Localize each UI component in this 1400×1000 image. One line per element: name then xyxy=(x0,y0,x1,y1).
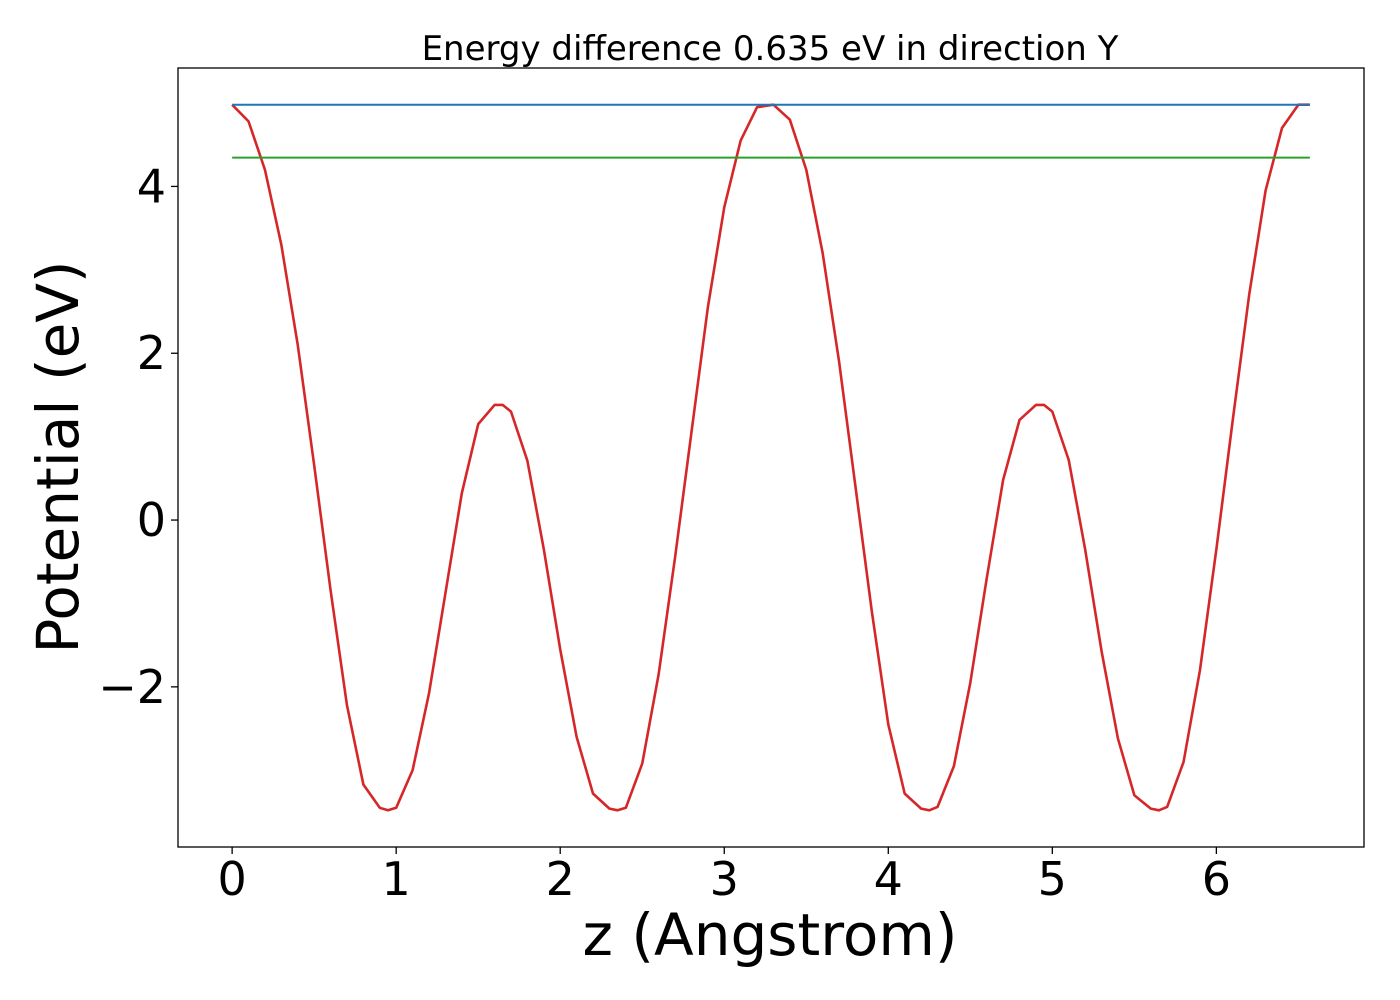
x-tick-label: 6 xyxy=(1202,852,1231,906)
x-tick-label: 2 xyxy=(546,852,575,906)
x-tick-label: 0 xyxy=(217,852,246,906)
y-tick-label: −2 xyxy=(98,660,166,714)
y-axis: −2 0 2 4 xyxy=(98,159,178,714)
x-tick-label: 3 xyxy=(710,852,739,906)
chart-title: Energy difference 0.635 eV in direction … xyxy=(422,29,1119,69)
y-tick-label: 2 xyxy=(137,326,166,380)
x-tick-label: 4 xyxy=(874,852,903,906)
y-tick-label: 4 xyxy=(137,159,166,213)
plot-area-frame xyxy=(177,67,1365,848)
y-axis-label: Potential (eV) xyxy=(24,260,92,653)
series-line-0 xyxy=(231,103,1310,812)
x-axis-label: z (Angstrom) xyxy=(583,901,958,969)
x-tick-label: 1 xyxy=(382,852,411,906)
x-axis: 0 1 2 3 4 5 6 xyxy=(217,847,1231,906)
series-layer xyxy=(231,103,1310,812)
y-tick-label: 0 xyxy=(137,493,166,547)
x-tick-label: 5 xyxy=(1038,852,1067,906)
